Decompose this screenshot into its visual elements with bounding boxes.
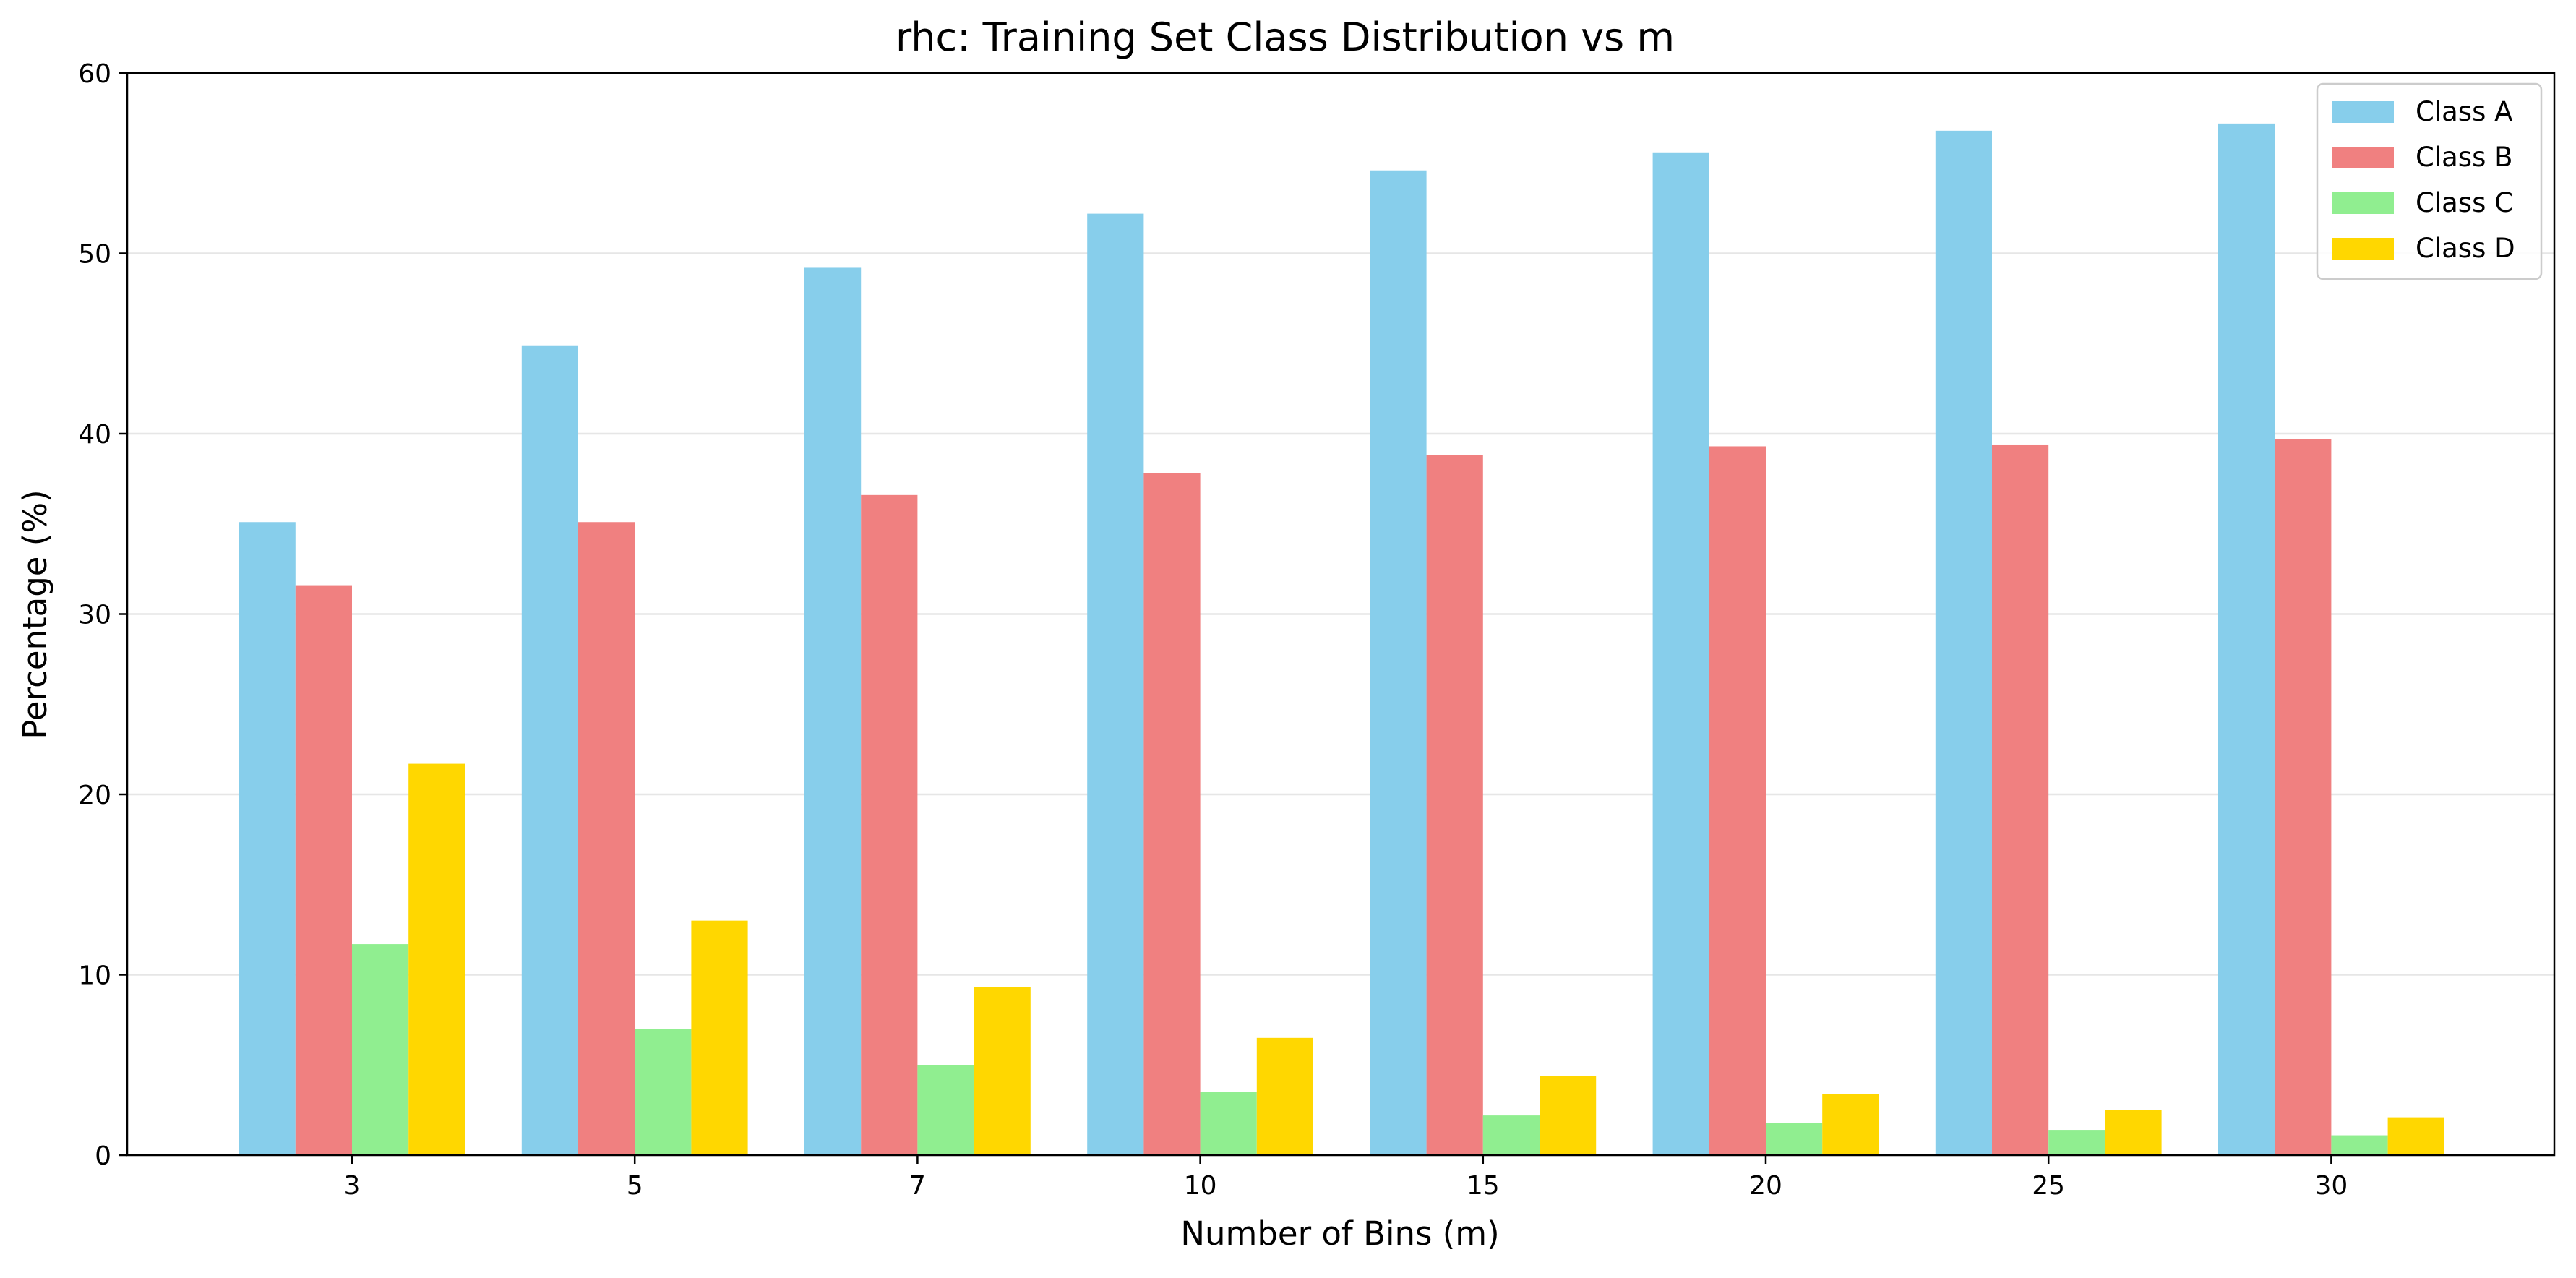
- bar-class-d-m20: [1822, 1094, 1879, 1155]
- y-tick-label: 60: [78, 59, 111, 89]
- bar-class-d-m3: [408, 763, 465, 1155]
- x-tick-label: 25: [2032, 1171, 2065, 1201]
- bar-class-c-m5: [635, 1029, 692, 1155]
- bar-class-c-m3: [352, 944, 409, 1155]
- bar-class-d-m25: [2105, 1110, 2162, 1155]
- bar-class-a-m5: [521, 345, 578, 1155]
- x-tick-label: 10: [1184, 1171, 1217, 1201]
- y-tick-label: 20: [78, 781, 111, 810]
- bar-class-c-m25: [2048, 1130, 2105, 1155]
- bar-class-c-m30: [2331, 1135, 2388, 1155]
- x-tick-label: 20: [1749, 1171, 1782, 1201]
- tick-layer: 0 10 20 30 40 50 60 3 5 7 10 15 20 25 30: [78, 59, 2348, 1201]
- bar-class-a-m3: [239, 522, 296, 1155]
- bar-class-c-m15: [1482, 1115, 1540, 1155]
- x-tick-label: 5: [627, 1171, 643, 1201]
- bar-class-b-m20: [1709, 446, 1766, 1155]
- legend-label: Class D: [2416, 233, 2515, 264]
- legend-swatch-class-c: [2332, 192, 2394, 214]
- bar-class-b-m7: [861, 494, 918, 1155]
- bar-class-d-m10: [1256, 1037, 1313, 1155]
- bar-class-b-m30: [2275, 439, 2332, 1155]
- x-axis-label: Number of Bins (m): [1180, 1214, 1499, 1253]
- bar-class-d-m7: [974, 987, 1031, 1155]
- legend-swatch-class-a: [2332, 101, 2394, 123]
- bar-class-a-m25: [1935, 130, 1992, 1156]
- bar-class-a-m7: [804, 267, 862, 1156]
- x-tick-label: 3: [344, 1171, 361, 1201]
- bar-class-a-m30: [2218, 123, 2275, 1156]
- bar-class-b-m25: [1992, 444, 2049, 1155]
- y-tick-label: 0: [95, 1141, 111, 1171]
- legend-label: Class C: [2416, 187, 2513, 218]
- chart-title: rhc: Training Set Class Distribution vs …: [896, 14, 1675, 60]
- legend-label: Class A: [2416, 96, 2512, 127]
- bar-class-d-m15: [1540, 1076, 1597, 1155]
- bar-class-b-m3: [295, 585, 352, 1155]
- legend-swatch-class-d: [2332, 238, 2394, 260]
- legend-box: [2316, 82, 2543, 280]
- grid-layer: [127, 252, 2554, 976]
- bar-class-c-m20: [1766, 1123, 1823, 1155]
- y-axis-label: Percentage (%): [16, 489, 54, 739]
- x-tick-label: 30: [2314, 1171, 2348, 1201]
- bar-class-a-m10: [1087, 213, 1144, 1155]
- bar-class-d-m5: [691, 920, 748, 1155]
- x-tick-label: 15: [1467, 1171, 1500, 1201]
- bar-class-b-m5: [578, 522, 635, 1155]
- y-tick-label: 30: [78, 601, 111, 630]
- y-tick-label: 10: [78, 961, 111, 991]
- bar-class-d-m30: [2387, 1117, 2444, 1155]
- bar-layer: [239, 123, 2444, 1156]
- y-tick-label: 40: [78, 420, 111, 450]
- bar-class-c-m7: [917, 1065, 974, 1155]
- bar-class-b-m10: [1143, 473, 1201, 1155]
- legend-swatch-class-b: [2332, 147, 2394, 168]
- bar-class-c-m10: [1200, 1092, 1257, 1155]
- bar-class-a-m15: [1370, 170, 1427, 1156]
- x-tick-label: 7: [909, 1171, 926, 1201]
- legend-label: Class B: [2416, 142, 2513, 173]
- y-tick-label: 50: [78, 240, 111, 270]
- legend: Class A Class B Class C Class D: [2316, 82, 2543, 280]
- bar-class-a-m20: [1652, 152, 1709, 1155]
- bar-class-b-m15: [1426, 455, 1483, 1155]
